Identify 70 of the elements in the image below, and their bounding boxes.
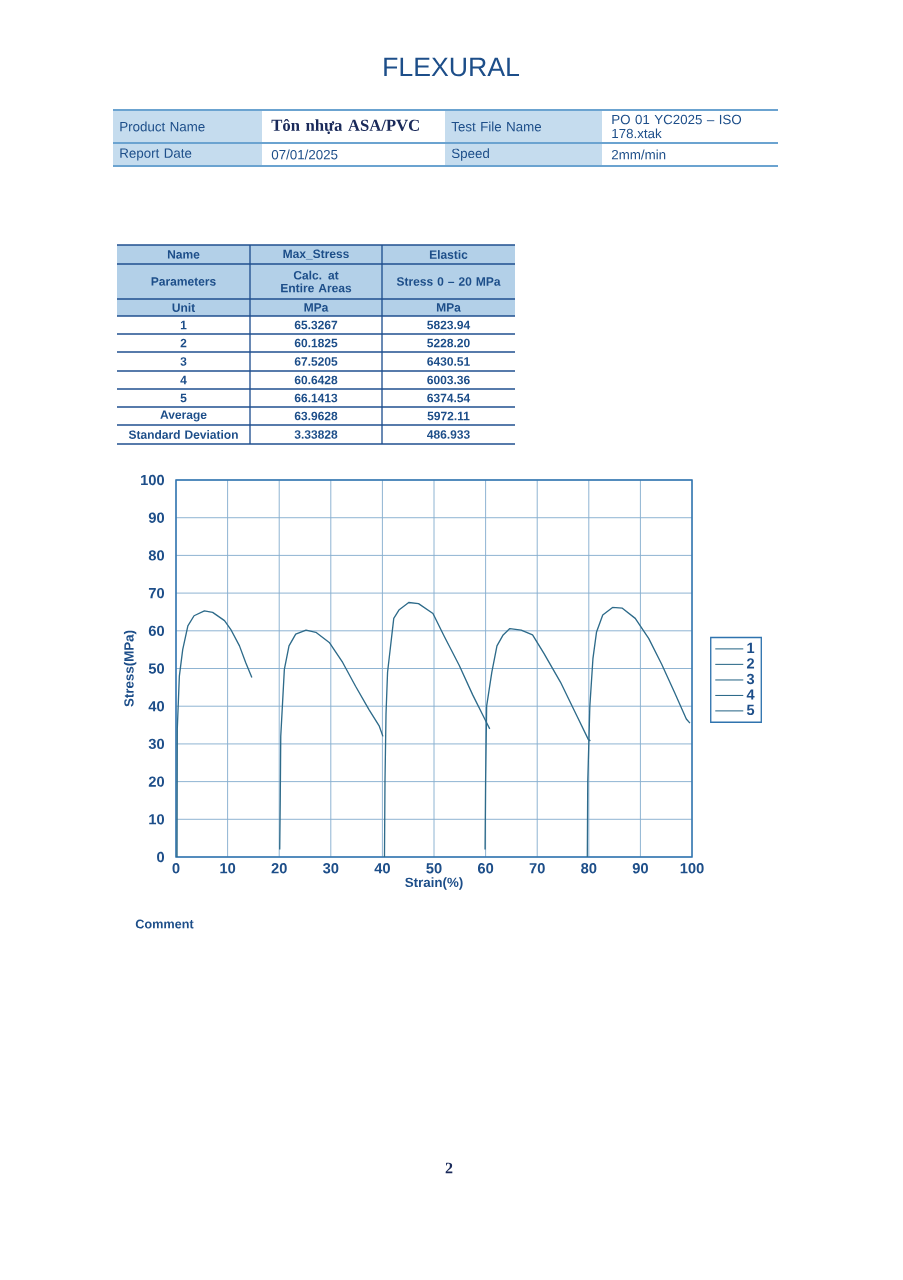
text: MPa <box>436 303 461 312</box>
text: 2 <box>445 1162 453 1174</box>
text: 2mm/min <box>611 149 666 160</box>
text: Product Name <box>120 121 205 132</box>
text: MPa <box>304 303 329 312</box>
x-tick-label: 60 <box>477 863 494 874</box>
y-tick-label: 60 <box>148 625 165 636</box>
x-tick-label: 90 <box>632 863 648 874</box>
text: 2 <box>180 338 187 348</box>
y-axis-title: Stress(MPa) <box>123 630 137 707</box>
text: Name <box>167 250 200 259</box>
x-tick-label: 70 <box>529 863 545 874</box>
x-tick-label: 10 <box>220 863 236 874</box>
text: Elastic <box>429 250 468 259</box>
y-tick-label: 70 <box>148 587 165 599</box>
y-tick-label: 90 <box>148 512 165 523</box>
text: Parameters <box>151 277 216 286</box>
text: Report Date <box>120 148 192 161</box>
text: 07/01/2025 <box>271 149 338 160</box>
x-tick-label: 40 <box>374 863 390 874</box>
legend-label: 3 <box>746 673 755 685</box>
text: 60.6428 <box>294 375 338 385</box>
y-tick-label: 30 <box>148 738 165 750</box>
text: 6374.54 <box>427 393 471 403</box>
x-tick-label: 100 <box>680 863 704 874</box>
y-tick-label: 10 <box>149 814 165 825</box>
text: 1 <box>180 320 187 330</box>
legend-label: 2 <box>746 658 755 669</box>
x-tick-label: 20 <box>271 863 287 874</box>
text: 3.33828 <box>294 430 338 439</box>
text: PO 01 YC2025 – ISO 178.xtak <box>612 114 742 139</box>
y-tick-label: 20 <box>148 776 165 787</box>
x-tick-label: 30 <box>322 863 339 874</box>
text: 5823.94 <box>427 320 471 330</box>
x-tick-label: 50 <box>426 863 442 874</box>
text: 6003.36 <box>427 375 470 385</box>
text: 60.1825 <box>294 338 338 348</box>
text: 66.1413 <box>294 393 338 403</box>
y-tick-label: 0 <box>157 851 165 863</box>
legend-label: 5 <box>746 704 755 716</box>
y-tick-label: 50 <box>148 663 165 674</box>
y-tick-label: 80 <box>148 550 165 561</box>
text: Unit <box>172 303 196 312</box>
legend-label: 1 <box>747 642 755 653</box>
text: 5228.20 <box>427 338 470 348</box>
text: Stress 0 – 20 MPa <box>396 277 501 286</box>
text: 67.5205 <box>294 357 338 366</box>
text: 5 <box>180 393 187 403</box>
y-tick-label: 100 <box>141 474 165 486</box>
text: Comment <box>135 919 194 929</box>
text: 3 <box>180 357 187 366</box>
x-tick-label: 0 <box>172 863 180 874</box>
text: Speed <box>451 148 489 161</box>
y-tick-label: 40 <box>148 701 165 712</box>
legend-label: 4 <box>746 689 755 700</box>
text: 486.933 <box>427 430 470 439</box>
text: Test File Name <box>451 121 542 132</box>
x-tick-label: 80 <box>581 863 597 874</box>
text: Tôn nhựa ASA/PVC <box>271 118 419 134</box>
text: Average <box>160 410 207 422</box>
text: 6430.51 <box>427 357 470 366</box>
text: 5972.11 <box>427 411 470 421</box>
text: Calc. at Entire Areas <box>281 270 352 293</box>
chart-title: FLEXURAL <box>384 57 520 77</box>
text: 63.9628 <box>294 411 338 421</box>
text: Standard Deviation <box>128 430 238 439</box>
x-axis-title: Strain(%) <box>405 877 463 890</box>
text: 4 <box>180 375 187 385</box>
text: Max_Stress <box>283 249 349 260</box>
text: 65.3267 <box>294 320 338 330</box>
